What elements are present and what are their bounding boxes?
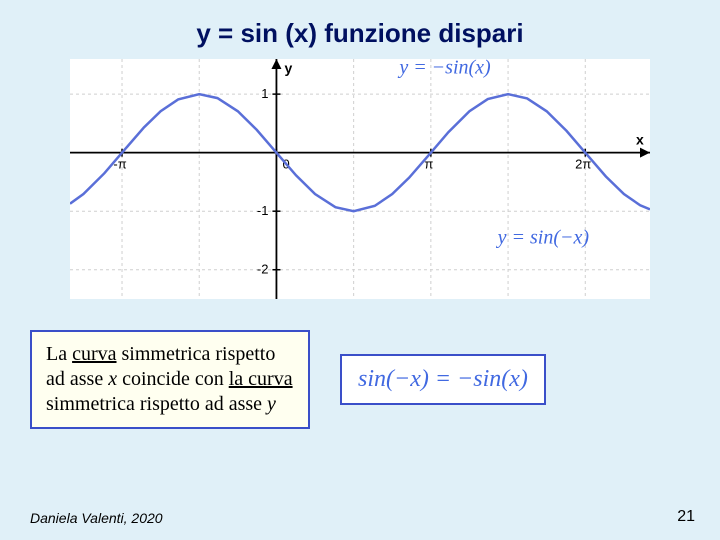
- symmetry-text-box: La curva simmetrica rispetto ad asse x c…: [30, 330, 310, 429]
- bottom-row: La curva simmetrica rispetto ad asse x c…: [30, 330, 690, 429]
- svg-text:x: x: [636, 132, 644, 148]
- line-chart: xy-π0π2π-2-11y = −sin(x)y = sin(−x): [70, 59, 650, 299]
- footer-author: Daniela Valenti, 2020: [30, 510, 163, 526]
- chart-container: xy-π0π2π-2-11y = −sin(x)y = sin(−x): [70, 59, 650, 299]
- svg-text:1: 1: [261, 86, 268, 101]
- svg-text:2π: 2π: [575, 157, 591, 172]
- svg-text:-2: -2: [257, 262, 269, 277]
- equation-box: sin(−x) = −sin(x): [340, 354, 546, 405]
- svg-text:y: y: [284, 60, 292, 76]
- svg-text:y = −sin(x): y = −sin(x): [397, 59, 491, 79]
- svg-text:-1: -1: [257, 203, 269, 218]
- slide: y = sin (x) funzione dispari xy-π0π2π-2-…: [0, 0, 720, 540]
- slide-title: y = sin (x) funzione dispari: [0, 0, 720, 59]
- page-number: 21: [677, 508, 695, 526]
- svg-text:y = sin(−x): y = sin(−x): [496, 226, 590, 248]
- symmetry-text: La curva simmetrica rispetto ad asse x c…: [46, 342, 294, 417]
